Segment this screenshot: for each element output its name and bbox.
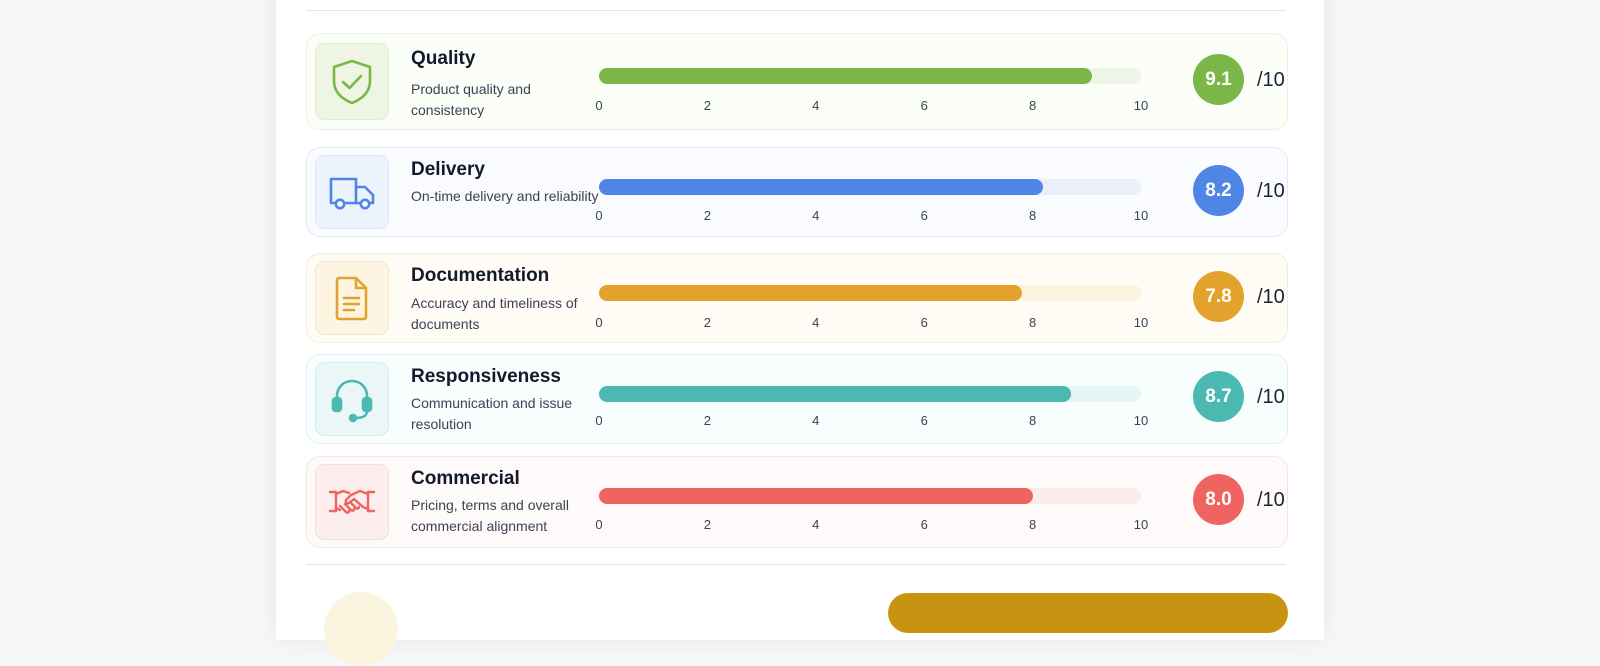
tick-label: 2 — [703, 413, 712, 428]
criterion-card-responsiveness: Responsiveness Communication and issue r… — [306, 354, 1288, 444]
summary-action-button[interactable] — [888, 593, 1288, 633]
tick-label: 4 — [812, 98, 820, 113]
tick-label: 6 — [920, 98, 928, 113]
summary-icon-tile — [324, 592, 398, 666]
tick-label: 6 — [920, 315, 928, 330]
score-track — [599, 488, 1141, 504]
tick-label: 2 — [703, 208, 712, 223]
score-fill — [599, 386, 1071, 402]
tick-label: 8 — [1028, 517, 1037, 532]
tick-label: 0 — [595, 208, 603, 223]
headset-icon — [331, 379, 373, 423]
scale-ticks: 0 2 4 6 8 10 — [595, 98, 1148, 114]
criterion-card-commercial: Commercial Pricing, terms and overall co… — [306, 456, 1288, 548]
scale-ticks: 0 2 4 6 8 10 — [595, 517, 1148, 533]
criterion-description: Product quality and consistency — [411, 81, 531, 118]
icon-tile — [315, 43, 389, 120]
score-badge: 9.1 — [1193, 54, 1244, 105]
score-track — [599, 179, 1141, 195]
criterion-card-documentation: Documentation Accuracy and timeliness of… — [306, 253, 1288, 343]
icon-tile — [315, 464, 389, 540]
scale-ticks: 0 2 4 6 8 10 — [595, 208, 1148, 224]
tick-label: 8 — [1028, 98, 1037, 113]
tick-label: 2 — [703, 98, 712, 113]
score-max: /10 — [1257, 489, 1285, 511]
criterion-title: Documentation — [411, 265, 550, 286]
truck-icon — [329, 177, 375, 210]
tick-label: 6 — [920, 208, 928, 223]
tick-label: 6 — [920, 413, 928, 428]
shield-check-icon — [332, 59, 372, 104]
tick-label: 2 — [703, 315, 712, 330]
tick-label: 10 — [1133, 413, 1149, 428]
score-badge: 8.2 — [1193, 165, 1244, 216]
score-fill — [599, 179, 1044, 195]
icon-tile — [315, 261, 389, 335]
score-track — [599, 285, 1141, 301]
criterion-card-quality: Quality Product quality and consistency … — [306, 33, 1288, 130]
score-max: /10 — [1257, 286, 1285, 308]
tick-label: 4 — [812, 517, 820, 532]
tick-label: 10 — [1133, 315, 1149, 330]
tick-label: 0 — [595, 98, 603, 113]
document-icon — [335, 276, 368, 321]
score-badge: 8.0 — [1193, 474, 1244, 525]
tick-label: 10 — [1133, 208, 1149, 223]
score-track — [599, 68, 1141, 84]
bottom-divider — [306, 564, 1286, 565]
criterion-description: Accuracy and timeliness of documents — [411, 295, 578, 332]
scale-ticks: 0 2 4 6 8 10 — [595, 315, 1148, 331]
score-badge: 8.7 — [1193, 371, 1244, 422]
criterion-description: Pricing, terms and overall commercial al… — [411, 497, 569, 534]
tick-label: 6 — [920, 517, 928, 532]
score-max: /10 — [1257, 180, 1285, 202]
scale-ticks: 0 2 4 6 8 10 — [595, 413, 1148, 429]
score-max: /10 — [1257, 69, 1285, 91]
icon-tile — [315, 155, 389, 229]
tick-label: 4 — [812, 413, 820, 428]
tick-label: 2 — [703, 517, 712, 532]
supplier-scorecard-panel: Quality Product quality and consistency … — [276, 0, 1324, 666]
score-fill — [599, 285, 1022, 301]
criterion-title: Delivery — [411, 159, 485, 180]
tick-label: 4 — [812, 208, 820, 223]
tick-label: 10 — [1133, 98, 1149, 113]
score-fill — [599, 488, 1033, 504]
tick-label: 0 — [595, 517, 603, 532]
criterion-title: Responsiveness — [411, 366, 561, 387]
tick-label: 8 — [1028, 413, 1037, 428]
criterion-card-delivery: Delivery On-time delivery and reliabilit… — [306, 147, 1288, 237]
score-fill — [599, 68, 1093, 84]
tick-label: 0 — [595, 315, 603, 330]
tick-label: 0 — [595, 413, 603, 428]
tick-label: 10 — [1133, 517, 1149, 532]
score-track — [599, 386, 1141, 402]
criterion-title: Quality — [411, 48, 476, 69]
tick-label: 8 — [1028, 315, 1037, 330]
tick-label: 4 — [812, 315, 820, 330]
score-max: /10 — [1257, 386, 1285, 408]
top-divider — [306, 10, 1286, 11]
criterion-description: On-time delivery and reliability — [411, 188, 599, 204]
handshake-icon — [328, 489, 376, 514]
criterion-description: Communication and issue resolution — [411, 395, 573, 432]
tick-label: 8 — [1028, 208, 1037, 223]
icon-tile — [315, 362, 389, 436]
criterion-title: Commercial — [411, 468, 520, 489]
score-badge: 7.8 — [1193, 271, 1244, 322]
